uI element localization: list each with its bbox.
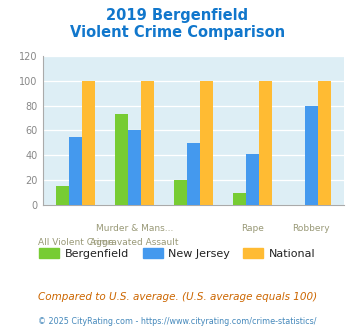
Bar — [259, 81, 272, 205]
Text: All Violent Crime: All Violent Crime — [38, 238, 114, 247]
Text: 2019 Bergenfield: 2019 Bergenfield — [106, 8, 248, 23]
Text: Robbery: Robbery — [293, 224, 330, 233]
Legend: Bergenfield, New Jersey, National: Bergenfield, New Jersey, National — [35, 244, 320, 263]
Bar — [305, 106, 318, 205]
Bar — [82, 81, 95, 205]
Text: Violent Crime Comparison: Violent Crime Comparison — [70, 25, 285, 40]
Bar — [128, 130, 141, 205]
Bar — [115, 114, 128, 205]
Bar — [233, 193, 246, 205]
Bar — [69, 137, 82, 205]
Text: Compared to U.S. average. (U.S. average equals 100): Compared to U.S. average. (U.S. average … — [38, 292, 317, 302]
Bar — [200, 81, 213, 205]
Bar — [174, 180, 187, 205]
Text: Aggravated Assault: Aggravated Assault — [91, 238, 179, 247]
Bar — [187, 143, 200, 205]
Text: © 2025 CityRating.com - https://www.cityrating.com/crime-statistics/: © 2025 CityRating.com - https://www.city… — [38, 317, 317, 326]
Text: Rape: Rape — [241, 224, 264, 233]
Bar — [56, 186, 69, 205]
Bar — [246, 154, 259, 205]
Bar — [141, 81, 154, 205]
Text: Murder & Mans...: Murder & Mans... — [96, 224, 173, 233]
Bar — [318, 81, 331, 205]
